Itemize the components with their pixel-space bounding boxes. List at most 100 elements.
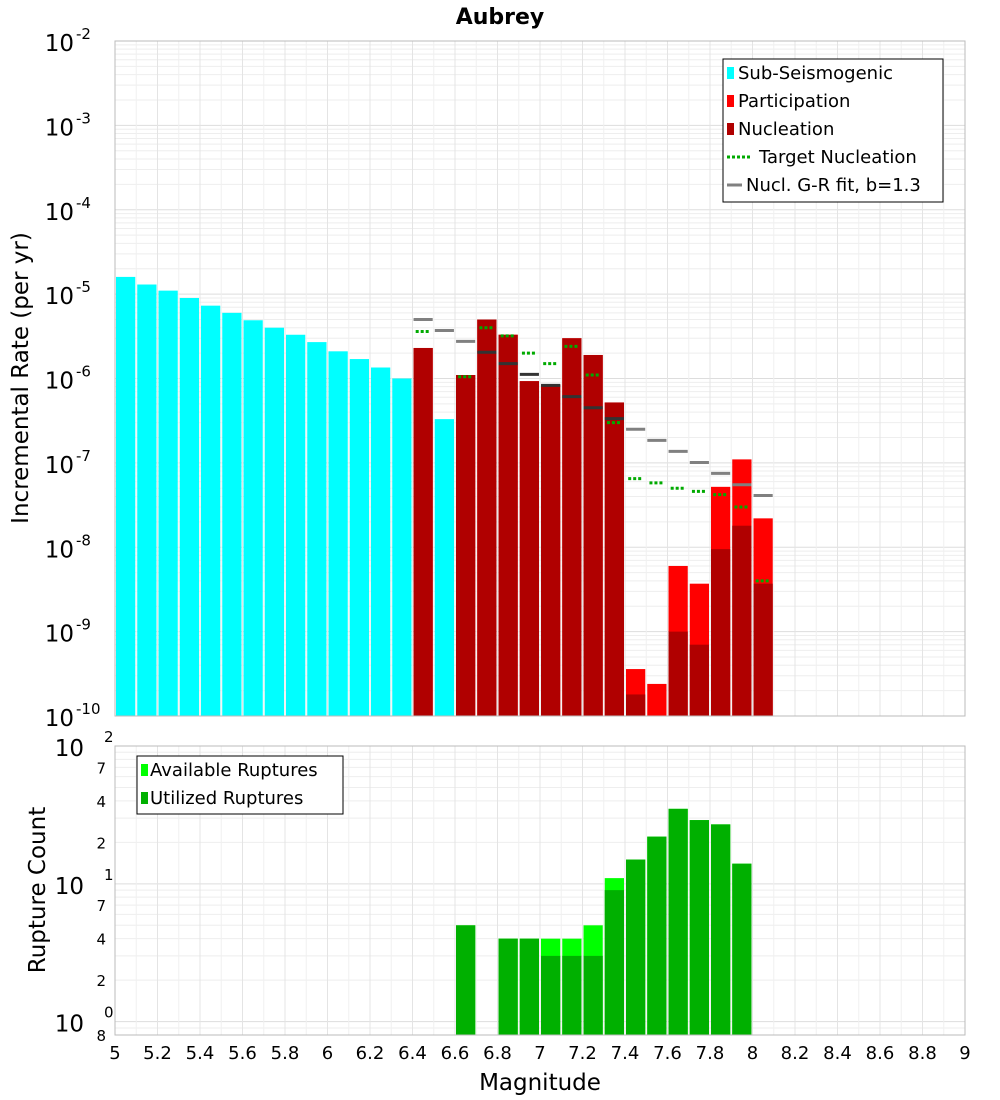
nucleation-bar [541,384,561,716]
sub-seismogenic-bar [264,327,284,716]
x-tick-label: 7.8 [696,1043,725,1064]
rupture-legend-frame [136,755,344,815]
rate-y-tick: 10 -2 [45,25,91,57]
rupture-plot-bars [456,808,752,1035]
rupture-y-tick-minor: 2 [96,972,106,990]
nucleation-bar [732,525,752,716]
legend-swatch [141,792,148,804]
rate-legend-item-participation: Participation [727,91,850,112]
utilized-ruptures-bar [732,863,752,1035]
sub-seismogenic-bar [243,320,263,716]
rupture-y-tick: 10 1 [55,866,114,900]
x-tick-label: 6.4 [398,1043,427,1064]
sub-seismogenic-bar [371,367,391,716]
nucleation-bar [477,319,497,716]
rupture-y-tick: 4 [96,931,106,949]
rupture-count-plot: 8 10 0 2 4 7 10 1 2 4 7 10 2 Rupture Count Available… [25,728,966,1045]
rate-y-tick-base: 10 [45,115,74,141]
rupture-legend-item-utilized-ruptures: Utilized Ruptures [141,788,303,809]
legend-swatch [727,123,734,135]
rate-y-tick: 10 -4 [45,194,91,226]
x-tick-label: 6 [322,1043,333,1064]
rupture-y-tick: 7 [96,759,106,777]
rate-y-tick-exponent: -7 [76,447,91,465]
sub-seismogenic-bar [158,290,178,716]
rate-plot-frame [114,40,966,717]
legend-label: Utilized Ruptures [150,788,303,809]
utilized-ruptures-bar [647,836,667,1035]
rupture-y-tick: 4 [96,793,106,811]
nucleation-bar [413,347,433,716]
sub-seismogenic-bar [434,419,454,716]
x-tick-label: 8 [747,1043,758,1064]
rupture-y-tick-exponent: 1 [104,866,114,884]
x-tick-label: 6.8 [483,1043,512,1064]
legend-swatch [141,764,148,776]
utilized-ruptures-bar [456,925,476,1035]
x-tick-label: 8.6 [866,1043,895,1064]
rupture-y-tick-minor: 4 [96,793,106,811]
sub-seismogenic-bar [349,359,369,716]
legend-swatch [727,67,734,79]
sub-seismogenic-bar [307,342,327,716]
rate-y-tick-exponent: -2 [76,25,91,43]
rupture-plot-y-ticks: 8 10 0 2 4 7 10 1 2 4 7 10 2 [55,728,114,1045]
x-tick-label: 7.2 [568,1043,597,1064]
rate-plot-legend: Sub-Seismogenic Participation Nucleation Ta… [722,58,944,203]
rupture-y-tick-minor: 7 [96,759,106,777]
rupture-y-tick: 7 [96,897,106,915]
utilized-ruptures-bar [562,955,582,1035]
rupture-y-tick-minor: 8 [96,1027,106,1045]
legend-label: Nucleation [738,119,834,140]
utilized-ruptures-bar [541,955,561,1035]
legend-label: Nucl. G-R fit, b=1.3 [746,175,921,196]
utilized-ruptures-bar [519,938,539,1035]
rate-y-tick: 10 -6 [45,363,91,395]
participation-bar [647,683,667,716]
rupture-y-tick: 8 [96,1027,106,1045]
rate-y-tick: 10 -10 [45,700,101,732]
utilized-ruptures-bar [711,824,731,1035]
rupture-plot-legend: Available Ruptures Utilized Ruptures [136,755,344,815]
nucleation-bar [689,644,709,716]
rupture-y-tick: 2 [96,834,106,852]
rate-plot-lines [413,318,773,583]
nucleation-bar [753,583,773,716]
x-tick-label: 6.2 [356,1043,385,1064]
rupture-y-tick-minor: 2 [96,834,106,852]
sub-seismogenic-bar [328,351,348,716]
rupture-y-tick: 10 0 [55,1004,114,1038]
nucleation-bar [626,694,646,716]
rate-legend-item-target-nucleation: Target Nucleation [727,147,917,168]
nucleation-bar [583,354,603,716]
rate-y-tick-exponent: -6 [76,363,91,381]
rupture-y-tick-exponent: 2 [104,728,114,746]
rate-legend-item-nucleation: Nucleation [727,119,834,140]
chart-title: Aubrey [456,5,545,30]
x-tick-label: 5.4 [186,1043,215,1064]
utilized-ruptures-bar [583,955,603,1035]
utilized-ruptures-bar [689,820,709,1035]
rate-legend-item-nucl-g-r-fit-b-1-3: Nucl. G-R fit, b=1.3 [727,175,921,196]
sub-seismogenic-bar [179,297,199,716]
rupture-y-tick-exponent: 0 [104,1004,114,1022]
sub-seismogenic-bar [392,378,412,716]
rate-y-tick: 10 -7 [45,447,91,479]
rate-y-tick-base: 10 [45,622,74,648]
x-tick-label: 8.8 [908,1043,937,1064]
rate-y-tick-base: 10 [45,706,74,732]
rate-y-tick-base: 10 [45,31,74,57]
rate-legend-frame [722,58,944,203]
nucleation-bar [498,334,518,716]
rate-y-tick-exponent: -8 [76,531,91,549]
rupture-plot-frame [114,745,966,1036]
x-tick-label: 8.4 [823,1043,852,1064]
rate-y-tick-base: 10 [45,200,74,226]
nucleation-bar [604,402,624,716]
rate-y-tick-exponent: -5 [76,278,91,296]
nucleation-bar [668,631,688,716]
x-tick-label: 7.6 [653,1043,682,1064]
